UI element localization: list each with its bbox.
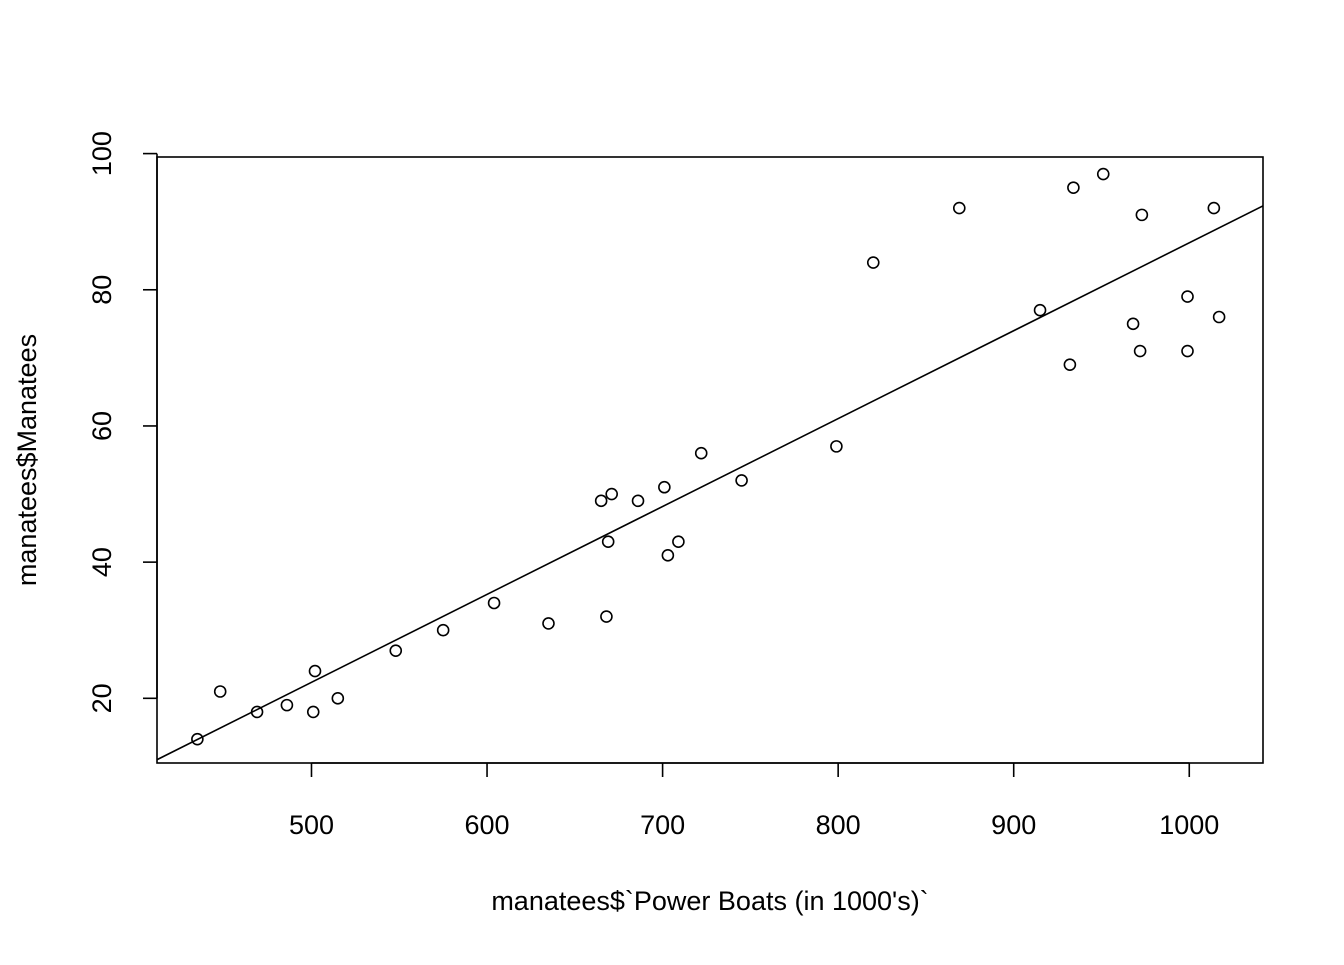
y-tick-label: 40 — [87, 547, 117, 577]
data-point — [389, 644, 403, 657]
data-point — [1033, 303, 1047, 317]
data-point — [1135, 208, 1149, 222]
x-tick-label: 500 — [289, 810, 334, 840]
plot-area — [156, 156, 1264, 764]
data-point — [594, 494, 608, 508]
y-tick-label: 20 — [87, 683, 117, 713]
data-point — [672, 535, 685, 549]
data-point — [605, 487, 618, 501]
plot-frame — [156, 156, 1264, 764]
data-point — [213, 685, 227, 698]
x-tick-label: 700 — [640, 810, 685, 840]
data-point — [1063, 358, 1077, 371]
data-point — [1207, 201, 1221, 215]
regression-line-group — [157, 204, 1263, 761]
data-point — [1181, 344, 1194, 358]
y-tick-label: 80 — [87, 275, 117, 305]
x-axis: 500 600 700 800 900 1000 — [289, 762, 1219, 840]
x-tick-label: 1000 — [1159, 810, 1219, 840]
data-point — [191, 732, 204, 746]
data-point — [600, 610, 613, 623]
y-tick-label: 60 — [87, 411, 117, 441]
data-point — [280, 698, 294, 712]
data-point — [306, 705, 320, 719]
data-point — [1067, 181, 1080, 194]
data-point — [1133, 344, 1147, 358]
data-point — [866, 256, 880, 269]
data-point — [1126, 317, 1140, 331]
data-point — [661, 549, 675, 562]
data-point — [601, 535, 615, 549]
data-point — [1212, 310, 1226, 324]
data-point — [1096, 167, 1110, 181]
data-point — [542, 617, 555, 630]
data-point — [436, 623, 450, 637]
y-axis-label: manatees$Manatees — [12, 334, 42, 586]
data-point — [631, 494, 645, 508]
x-axis-label: manatees$`Power Boats (in 1000's)` — [491, 886, 928, 916]
x-tick-label: 600 — [465, 810, 510, 840]
regression-line — [157, 204, 1263, 761]
data-point — [308, 664, 322, 678]
data-point — [952, 201, 966, 215]
data-point — [830, 440, 843, 453]
y-axis: 20 40 60 80 100 — [87, 131, 158, 713]
data-point — [658, 480, 671, 494]
data-point — [735, 474, 748, 487]
data-point — [250, 705, 264, 719]
data-point — [1181, 290, 1194, 303]
y-tick-label: 100 — [87, 131, 117, 176]
x-tick-label: 900 — [991, 810, 1036, 840]
x-tick-label: 800 — [816, 810, 861, 840]
data-points — [191, 167, 1226, 746]
data-point — [331, 692, 345, 705]
data-point — [694, 446, 708, 460]
data-point — [487, 596, 501, 610]
